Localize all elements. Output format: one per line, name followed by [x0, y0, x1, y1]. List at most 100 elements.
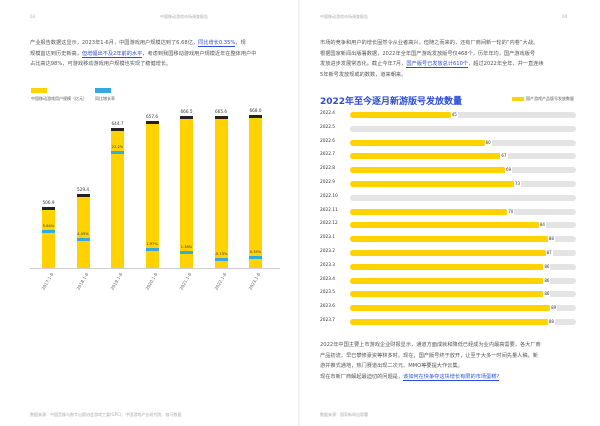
license-month-label: 2022.8: [320, 166, 336, 172]
left-header: 中国移动游戏市场调查报告: [160, 14, 208, 19]
right-legend-swatch: [512, 97, 524, 101]
growth-value-label: 0.35%: [249, 249, 262, 254]
right-page: 中国移动游戏市场调查报告 04 市场的竞争和用户的增长固然令从业者高兴，但随之而…: [300, 0, 600, 426]
right-chart-title: 2022年至今逐月新游版号发放数量: [320, 97, 463, 107]
license-value-label: 69: [504, 167, 513, 174]
right-highlight-1: 国产版号已发放总计610个: [406, 61, 469, 68]
growth-marker: [214, 257, 228, 261]
bar-cap: [214, 116, 228, 120]
right-legend-label: 国产游戏产品版号发放数量: [526, 96, 574, 101]
license-bar: [350, 153, 502, 160]
right-bottom-line-2: 产品初流，早已攀修豪资等林多时。现在，国产版号终于放开，让至于大多一时间先量人稿…: [320, 352, 538, 359]
user-scale-value-label: 529.4: [77, 187, 89, 193]
legend-swatch-users: [31, 88, 47, 93]
license-bar: [350, 319, 549, 325]
right-footer: 数据来源：国家新闻出版署: [320, 412, 368, 417]
left-line-2: 规模首达到历史新高，但增幅出不及2年前的水平，考虑到我国移动游戏用户规模近年在整…: [30, 50, 257, 58]
growth-value-label: 4.05%: [77, 231, 89, 236]
right-bottom-text: 2022年中国主要上市游戏企业财报显示，通道方面成就和降低已经成为业内最高需要，…: [320, 340, 582, 382]
growth-marker: [249, 255, 262, 259]
x-axis-label: 2022.1-6: [213, 272, 227, 291]
user-scale-bar: [145, 120, 159, 268]
license-value-label: 86: [543, 277, 551, 284]
user-scale-bar: [249, 114, 262, 268]
license-bar-track: [350, 125, 576, 132]
license-value-label: 87: [545, 250, 553, 256]
right-line-2: 根据国家新闻出版署数据，2022年全年国产游戏发放版号仅468个，历年年均，国产…: [320, 50, 536, 57]
license-month-label: 2022.4: [320, 111, 336, 116]
license-value-label: 86: [543, 291, 551, 298]
left-highlight-1: 同比增长0.35%: [198, 40, 236, 47]
license-value-label: 84: [538, 222, 546, 229]
license-month-label: 2022.12: [320, 221, 338, 227]
growth-value-label: 1.97%: [146, 241, 158, 246]
left-highlight-2: 但增幅出不及2年前的水平: [81, 50, 143, 58]
user-scale-bar: [214, 116, 228, 268]
license-value-label: 60: [484, 139, 492, 146]
license-value-label: 89: [550, 305, 558, 312]
license-value-label: 70: [507, 208, 515, 215]
license-value-label: 45: [450, 112, 458, 118]
left-intro: 产业报告数据这显示，2023年1-6月，中国游戏用户规模达到了6.68亿，同比增…: [30, 38, 275, 70]
left-line-1: 产业报告数据这显示，2023年1-6月，中国游戏用户规模达到了6.68亿，同比增…: [30, 40, 246, 47]
license-month-label: 2023.6: [320, 304, 336, 310]
user-scale-bar: [42, 206, 55, 268]
user-scale-value-label: 644.7: [111, 121, 124, 127]
right-page-number: 04: [562, 14, 568, 19]
user-scale-bar: [76, 194, 90, 268]
license-month-label: 2022.10: [320, 193, 338, 199]
right-line-3: 发放进步发展常态化。截止今年7月，国产版号已发放总计610个，超过2022年全年…: [320, 61, 544, 68]
user-scale-value-label: 506.9: [42, 199, 55, 205]
right-intro: 市场的竞争和用户的增长固然令从业者高兴，但随之而来的，还有厂商间新一轮的“内卷”…: [320, 38, 580, 80]
right-highlight-2: 该如何在快争夺这块增长有限的市场蛋糕?: [403, 373, 500, 381]
license-bar: [350, 305, 552, 312]
growth-marker: [76, 237, 90, 241]
license-bar: [350, 291, 545, 298]
legend-label-growth: 同比增长率: [95, 96, 115, 101]
bar-cap: [145, 120, 159, 124]
right-header: 中国移动游戏市场调查报告: [320, 14, 368, 19]
license-value-label: 67: [500, 153, 508, 160]
license-month-label: 2023.2: [320, 249, 336, 254]
right-bottom-line-1: 2022年中国主要上市游戏企业财报显示，通道方面成就和降低已经成为业内最高需要，…: [320, 342, 541, 348]
license-bar: [350, 167, 506, 174]
right-line-1: 市场的竞争和用户的增长固然令从业者高兴，但随之而来的，还有厂商间新一轮的“内卷”…: [320, 40, 539, 46]
x-axis-label: 2020.1-6: [144, 272, 158, 291]
license-month-label: 2023.3: [320, 262, 336, 268]
user-scale-value-label: 668.0: [249, 107, 262, 113]
license-month-label: 2022.11: [320, 207, 338, 213]
license-bar: [350, 236, 549, 243]
left-footer: 数据来源：中国音像与数字出版协会游戏工委(GPC)、中国游戏产业研究院、伽马数据: [30, 412, 182, 417]
user-scale-bar: [180, 115, 193, 268]
bar-cap: [42, 206, 55, 210]
user-scale-value-label: 665.6: [215, 109, 227, 115]
license-value-label: 88: [547, 236, 555, 243]
license-month-label: 2022.6: [320, 138, 336, 144]
x-axis-label: 2023.1-6: [247, 272, 262, 291]
growth-marker: [145, 247, 159, 251]
license-bar-track: [350, 194, 576, 201]
legend-swatch-growth: [95, 88, 111, 93]
user-scale-value-label: 657.6: [146, 113, 158, 119]
license-bar: [350, 250, 547, 256]
left-page: 03 中国移动游戏市场调查报告 产业报告数据这显示，2023年1-6月，中国游戏…: [30, 14, 280, 417]
license-bar: [350, 112, 452, 118]
license-bar: [350, 222, 540, 229]
right-line-4: 5年新号发放规或的数数，道来朝来。: [320, 71, 407, 78]
growth-value-label: -0.13%: [214, 251, 228, 256]
license-month-label: 2023.4: [320, 276, 336, 282]
growth-value-label: 1.38%: [180, 244, 193, 249]
license-value-label: 86: [543, 263, 551, 270]
license-month-label: 2022.5: [320, 124, 336, 130]
license-month-label: 2023.7: [320, 318, 336, 323]
license-month-label: 2022.9: [320, 180, 336, 185]
bar-cap: [249, 114, 262, 118]
growth-marker: [111, 150, 124, 154]
left-page-number: 03: [30, 14, 36, 19]
license-bar: [350, 263, 545, 270]
license-bar: [350, 139, 486, 146]
license-value-label: 88: [547, 319, 555, 325]
x-axis-label: 2019.1-6: [109, 272, 124, 291]
bar-cap: [76, 194, 90, 198]
left-line-3: 占比高达98%，可游戏移动游戏用户规模也实现了稳健增长。: [30, 61, 172, 67]
